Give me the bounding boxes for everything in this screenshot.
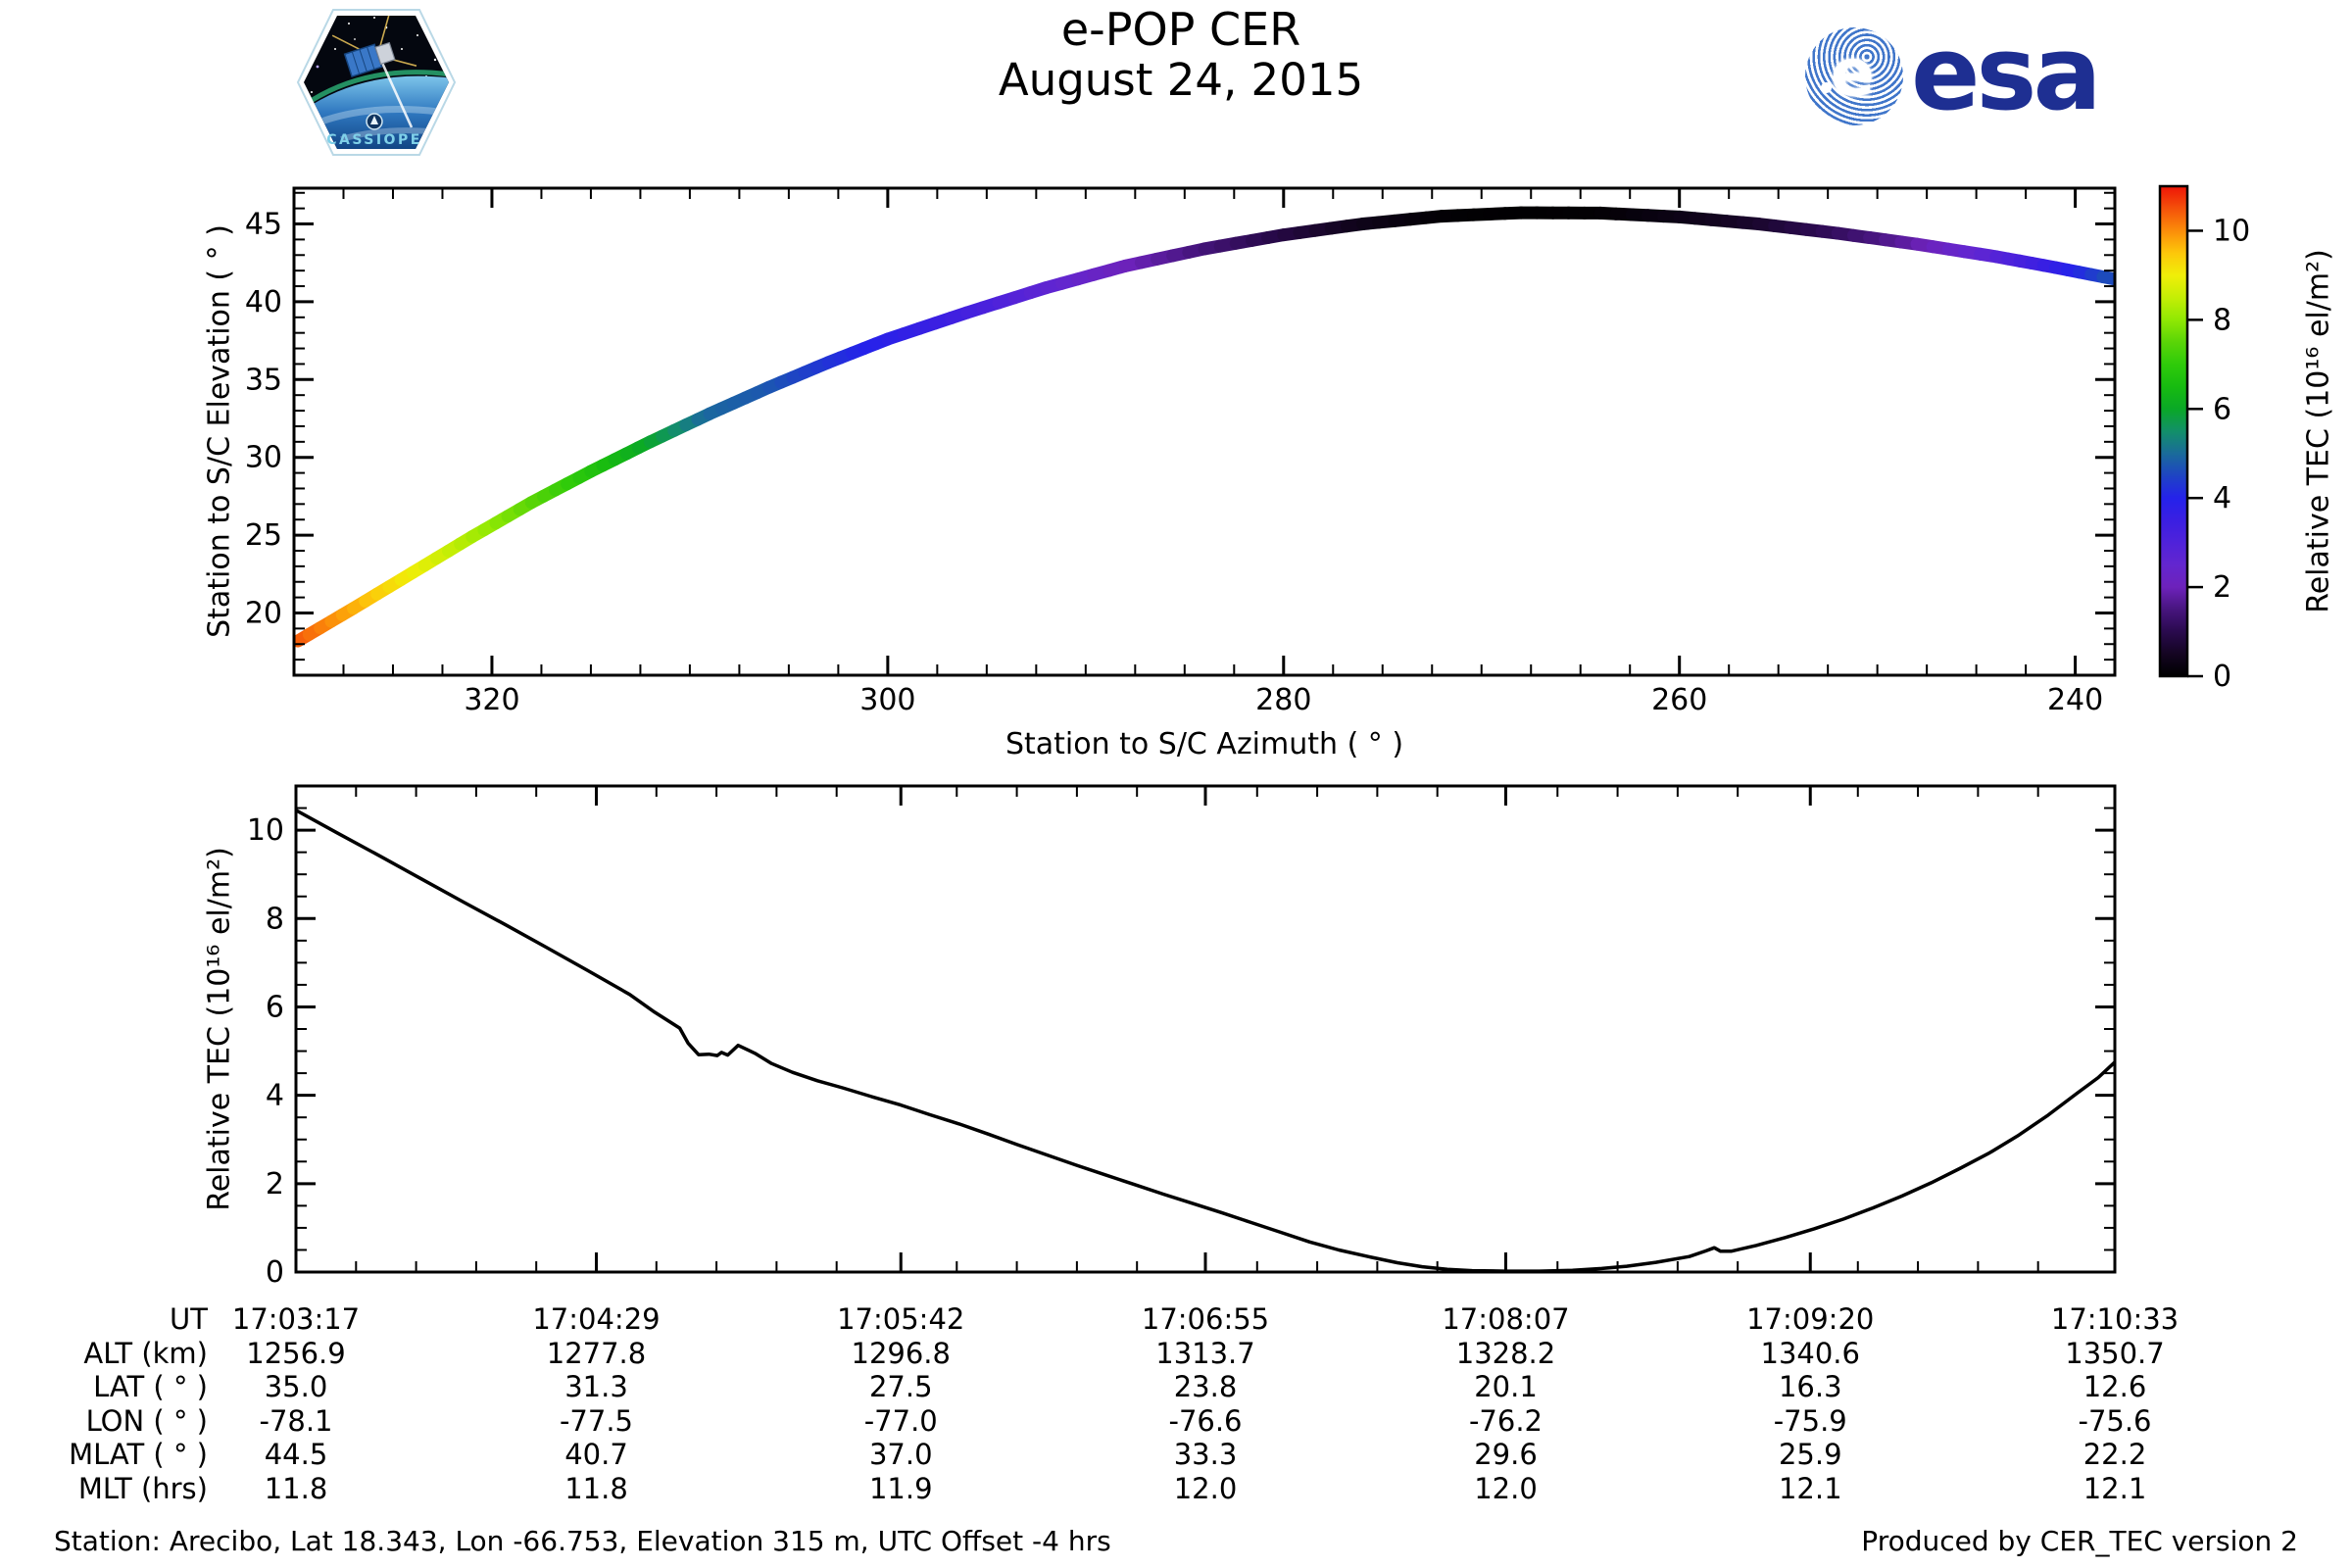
table-cell: 12.0 [1173,1471,1238,1505]
bottom-y-tick-label: 2 [266,1167,284,1201]
table-cell: 31.3 [564,1370,628,1403]
elevation-track [294,206,2115,648]
colorbar-tick-label: 8 [2213,303,2231,337]
table-cell: -75.9 [1773,1403,1847,1438]
top-y-tick-label: 25 [245,518,282,553]
table-cell: 17:06:55 [1141,1302,1270,1336]
bottom-y-tick-label: 10 [247,813,284,848]
table-cell: 23.8 [1173,1370,1238,1403]
table-cell: 11.8 [264,1471,328,1505]
patch-roundel-mark [370,116,378,124]
track-segment [2096,270,2115,286]
table-cell: 12.0 [1474,1471,1538,1505]
esa-globe-icon [1805,27,1903,125]
top-x-tick-label: 320 [464,683,519,717]
colorbar-tick-label: 6 [2213,392,2231,426]
colorbar-tick-label: 10 [2213,214,2250,248]
table-cell: 17:04:29 [532,1302,661,1336]
table-cell: 37.0 [868,1438,933,1471]
bottom-y-tick-label: 0 [266,1255,284,1290]
table-cell: 20.1 [1474,1370,1538,1403]
colorbar-tick-label: 2 [2213,570,2231,605]
table-row-label: LON ( ° ) [85,1403,208,1438]
produced-by: Produced by CER_TEC version 2 [1861,1525,2298,1557]
bottom-y-tick-label: 8 [266,902,284,936]
top-x-axis-label: Station to S/C Azimuth ( ° ) [1004,727,1404,761]
table-cell: -76.2 [1468,1403,1544,1438]
table-cell: 17:09:20 [1746,1302,1875,1336]
top-x-tick-label: 300 [859,683,915,717]
table-cell: 12.1 [2082,1471,2147,1505]
table-cell: 11.8 [564,1471,628,1505]
table-cell: 1313.7 [1155,1336,1255,1370]
table-cell: -75.6 [2078,1403,2152,1438]
table-cell: 22.2 [2082,1438,2147,1471]
date-subtitle: August 24, 2015 [998,54,1364,106]
table-cell: 33.3 [1173,1438,1238,1471]
top-x-tick-label: 260 [1651,683,1707,717]
table-cell: 29.6 [1474,1438,1538,1471]
top-y-tick-label: 40 [245,285,282,319]
esa-globe-dot [1821,82,1832,93]
table-cell: 40.7 [564,1438,628,1471]
table-cell: 11.9 [868,1471,933,1505]
page-title: e-POP CER [1060,3,1301,56]
bottom-y-tick-label: 4 [266,1079,284,1113]
table-cell: 44.5 [264,1438,328,1471]
top-y-tick-label: 35 [245,363,282,397]
table-cell: 12.1 [1778,1471,1842,1505]
table-cell: 16.3 [1778,1370,1842,1403]
table-cell: 17:05:42 [837,1302,965,1336]
patch-aurora [304,70,449,113]
tec-curve [296,808,2115,1272]
cassiope-mission-patch: CASSIOPE [296,9,457,156]
cassiope-label: CASSIOPE [326,132,422,148]
table-cell: 1296.8 [851,1336,951,1370]
table-row-label: UT [170,1302,208,1336]
top-y-tick-label: 20 [245,596,282,630]
top-x-tick-label: 280 [1255,683,1311,717]
table-cell: -77.5 [559,1403,634,1438]
table-cell: 1256.9 [246,1336,346,1370]
colorbar-tick-label: 0 [2213,660,2231,694]
esa-globe-e-letter: e [1831,35,1875,111]
top-x-tick-label: 240 [2047,683,2103,717]
table-cell: 12.6 [2082,1370,2147,1403]
table-cell: -77.0 [863,1403,938,1438]
table-cell: 1340.6 [1760,1336,1860,1370]
table-cell: 17:03:17 [231,1302,361,1336]
table-cell: 17:10:33 [2050,1302,2180,1336]
top-y-tick-label: 45 [245,208,282,242]
table-row-label: ALT (km) [83,1336,208,1370]
table-row-label: LAT ( ° ) [93,1370,208,1403]
table-cell: 27.5 [868,1370,933,1403]
patch-laser-beam [380,62,414,128]
table-cell: 1328.2 [1455,1336,1556,1370]
title-block: e-POP CER August 24, 2015 [999,4,1363,106]
colorbar-gradient [2158,184,2189,678]
table-cell: 1350.7 [2065,1336,2165,1370]
top-axes-frame [292,186,2117,677]
colorbar-tick-label: 4 [2213,481,2231,515]
table-row-label: MLT (hrs) [77,1471,208,1505]
table-cell: 1277.8 [546,1336,647,1370]
patch-satellite [331,16,417,78]
table-cell: 25.9 [1778,1438,1842,1471]
table-cell: 35.0 [264,1370,328,1403]
top-y-tick-label: 30 [245,441,282,475]
station-info: Station: Arecibo, Lat 18.343, Lon -66.75… [54,1525,1111,1557]
patch-cloud [319,106,440,125]
table-row-label: MLAT ( ° ) [69,1438,208,1471]
bottom-y-tick-label: 6 [266,990,284,1024]
table-cell: 17:08:07 [1442,1302,1570,1336]
table-cell: -76.6 [1168,1403,1243,1438]
esa-wordmark: esa [1911,14,2102,133]
table-cell: -78.1 [259,1403,333,1438]
